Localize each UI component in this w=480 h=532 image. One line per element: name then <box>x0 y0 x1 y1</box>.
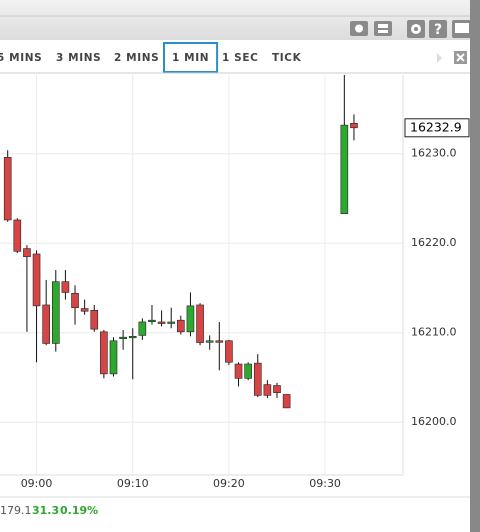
candle-body <box>205 340 214 343</box>
top-bar <box>0 0 480 40</box>
print-icon[interactable] <box>374 21 392 36</box>
candle-body <box>234 363 243 379</box>
x-tick-label: 09:30 <box>309 477 341 490</box>
timeframe-tabs: 5 MINS 3 MINS 2 MINS 1 MIN 1 SEC TICK <box>0 42 302 73</box>
candle-body <box>13 219 22 252</box>
help-icon[interactable]: ? <box>429 20 447 38</box>
candle-body <box>148 319 156 322</box>
candle-body <box>215 340 224 343</box>
tab-bar <box>0 42 470 72</box>
candle-body <box>128 335 137 339</box>
candle-body <box>244 363 252 379</box>
candle-body <box>100 331 108 375</box>
camera-icon[interactable] <box>350 21 368 36</box>
candle-body <box>23 248 31 257</box>
selected-tab-frame[interactable] <box>163 42 219 73</box>
candle-body <box>80 308 89 312</box>
candle-body <box>282 394 291 409</box>
candle-body <box>225 340 233 363</box>
close-icon[interactable] <box>454 51 467 64</box>
timeframe-tab[interactable]: TICK <box>272 52 302 64</box>
timeframe-tab[interactable]: 2 MINS <box>114 52 159 64</box>
candle-body <box>119 336 127 339</box>
svg-text:?: ? <box>434 22 442 38</box>
candle-body <box>186 305 195 333</box>
plot-area <box>0 75 403 475</box>
footer-change-pct: 0.19% <box>60 504 98 517</box>
footer-change: 31.3 <box>32 504 59 517</box>
last-price-label: 16232.9 <box>410 119 462 134</box>
candle-body <box>71 293 79 308</box>
timeframe-tab[interactable]: 3 MINS <box>56 52 101 64</box>
footer-last: 179.1 <box>0 504 32 517</box>
candle-body <box>253 362 262 396</box>
plot <box>0 75 403 475</box>
candle-body <box>273 385 281 393</box>
y-tick-label: 16200.0 <box>411 415 457 428</box>
y-tick-label: 16220.0 <box>411 236 457 249</box>
candle-body <box>51 281 60 344</box>
x-tick-label: 09:10 <box>117 477 149 490</box>
timeframe-tab[interactable]: 5 MINS <box>0 52 42 64</box>
candle-body <box>32 253 41 307</box>
candle-body <box>350 123 358 129</box>
candle-body <box>61 281 70 293</box>
candle-body <box>42 304 50 344</box>
settings-icon[interactable] <box>407 20 425 38</box>
candle-body <box>138 321 147 336</box>
candle-body <box>157 321 166 324</box>
window-edge <box>470 0 480 532</box>
candle-body <box>263 384 272 396</box>
candle-body <box>196 304 204 343</box>
candle-body <box>90 310 99 330</box>
timeframe-tab[interactable]: 1 SEC <box>222 52 258 64</box>
candle-body <box>3 157 12 221</box>
candle-body <box>109 340 118 375</box>
y-tick-label: 16210.0 <box>411 326 457 339</box>
x-tick-label: 09:20 <box>213 477 245 490</box>
last-price-box <box>404 118 470 138</box>
candle-body <box>167 321 176 324</box>
timeframe-tab[interactable]: 1 MIN <box>172 52 209 64</box>
chat-icon[interactable] <box>452 20 472 38</box>
candle-body <box>177 319 185 333</box>
scroll-arrow[interactable] <box>437 53 442 63</box>
y-tick-label: 16230.0 <box>411 147 457 160</box>
x-tick-label: 09:00 <box>21 477 53 490</box>
candle-body <box>340 124 349 215</box>
